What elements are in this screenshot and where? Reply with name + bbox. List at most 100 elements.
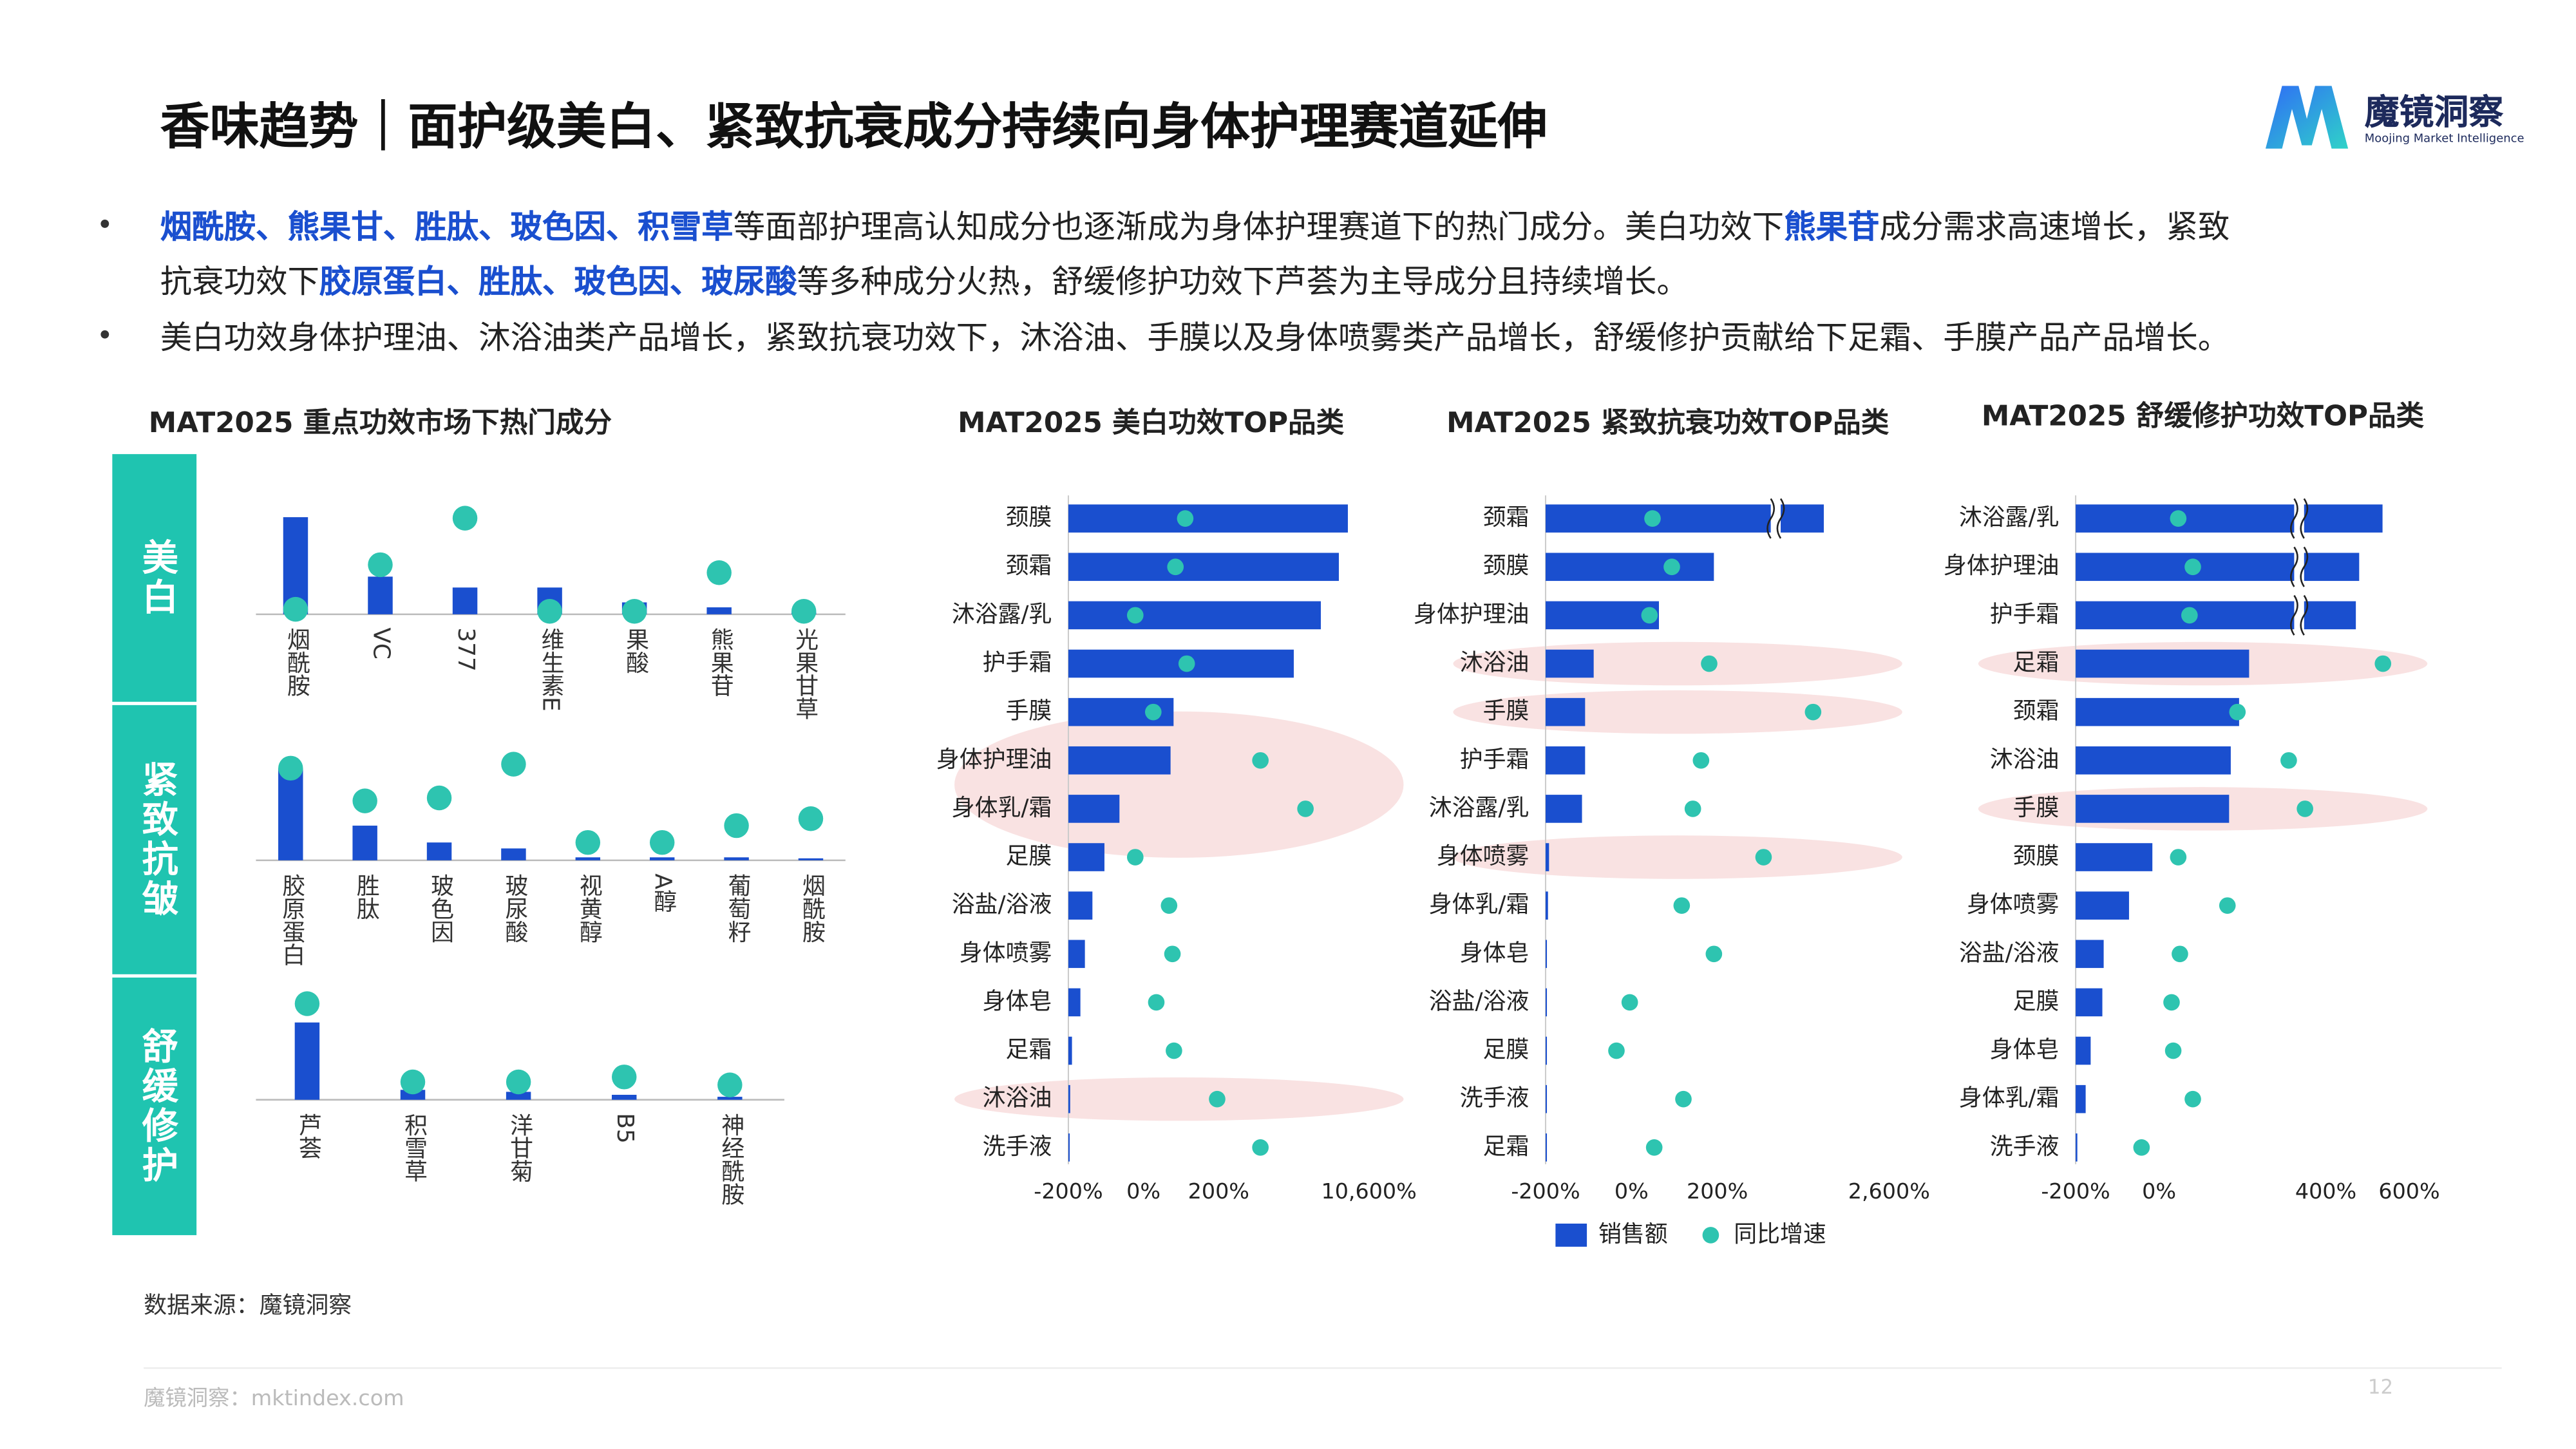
- x-tick-label: -200%: [2041, 1179, 2110, 1204]
- group-band: [112, 705, 197, 974]
- x-tick-label: 10,600%: [1321, 1179, 1416, 1204]
- logo-tagline: Moojing Market Intelligence: [2364, 132, 2524, 146]
- category-label: 足膜: [1006, 843, 1052, 869]
- x-tick-label: 0%: [2142, 1179, 2176, 1204]
- bar: [1545, 553, 1714, 582]
- bar: [1068, 940, 1085, 969]
- highlight: [1453, 835, 1902, 879]
- bullet-mark: [100, 330, 109, 339]
- category-label: 沐浴露/乳: [1429, 795, 1530, 821]
- category-label: 足膜: [1483, 1037, 1530, 1063]
- category-label: 浴盐/浴液: [1429, 988, 1530, 1014]
- dot: [537, 598, 562, 624]
- dot: [1663, 558, 1680, 576]
- highlight: [954, 711, 1404, 858]
- legend-label: 销售额: [1598, 1221, 1668, 1247]
- category-label: 颈膜: [1483, 553, 1530, 579]
- x-tick-label: 200%: [1188, 1179, 1249, 1204]
- category-label: B5: [612, 1113, 638, 1143]
- category-label: 光果甘草: [791, 627, 818, 720]
- axis-break: [2294, 498, 2304, 538]
- category-label: 身体护理油: [1944, 553, 2059, 579]
- dot: [1641, 607, 1658, 624]
- bar: [2076, 940, 2104, 969]
- dot: [649, 829, 675, 855]
- axis-break: [1766, 498, 1785, 539]
- category-label: 护手霜: [1990, 601, 2060, 627]
- dot: [1621, 994, 1638, 1011]
- group-band: [112, 454, 197, 702]
- category-label: 颈霜: [1006, 553, 1052, 579]
- category-label: A醇: [650, 873, 676, 912]
- dot: [1645, 1139, 1663, 1156]
- bar: [2076, 843, 2153, 871]
- bullet-text: 等面部护理高认知成分也逐渐成为身体护理赛道下的热门成分。美白功效下: [733, 208, 1785, 247]
- dot: [1705, 945, 1723, 963]
- category-label: 手膜: [1483, 698, 1530, 724]
- category-label: 身体乳/霜: [952, 795, 1052, 821]
- bar: [1068, 843, 1104, 871]
- page-number: 12: [2367, 1375, 2394, 1399]
- dot: [1701, 655, 1718, 672]
- category-label: 洗手液: [983, 1133, 1052, 1160]
- dot: [452, 506, 478, 531]
- category-label: 浴盐/浴液: [1959, 940, 2060, 966]
- bar: [649, 857, 675, 860]
- bullet-text: 成分需求高速增长，紧致: [1879, 208, 2230, 247]
- category-label: 熊果苷: [707, 627, 734, 697]
- bar: [1545, 601, 1659, 630]
- bar: [352, 826, 377, 860]
- dot: [1144, 703, 1162, 721]
- axis-break: [2290, 498, 2309, 539]
- dot: [2133, 1139, 2150, 1156]
- dot: [2229, 703, 2246, 721]
- category-label: VC: [368, 627, 395, 659]
- bar: [501, 848, 526, 860]
- bullet-line: 烟酰胺、熊果甘、胜肽、玻色因、积雪草等面部护理高认知成分也逐渐成为身体护理赛道下…: [160, 202, 2230, 248]
- bar: [2076, 504, 2383, 533]
- highlight: [954, 1077, 1404, 1121]
- category-label: 身体乳/霜: [1959, 1085, 2060, 1112]
- dot: [1684, 800, 1701, 817]
- category-label: 足霜: [2013, 650, 2060, 676]
- category-label: 洋甘菊: [506, 1113, 533, 1182]
- bar: [2076, 1133, 2078, 1162]
- dot: [2172, 945, 2188, 963]
- category-label: 身体皂: [983, 988, 1052, 1014]
- category-label: 足膜: [2013, 988, 2060, 1014]
- dot: [1252, 752, 1269, 769]
- category-label: 果酸: [622, 627, 649, 674]
- bullet-mark: [100, 220, 109, 228]
- category-label: 烟酰胺: [283, 627, 310, 697]
- category-label: 身体皂: [1990, 1037, 2060, 1063]
- bar: [724, 857, 749, 860]
- dot: [400, 1069, 426, 1095]
- x-tick-label: 0%: [1615, 1179, 1649, 1204]
- dot: [368, 552, 393, 578]
- dot: [1148, 994, 1165, 1011]
- legend-label: 同比增速: [1734, 1221, 1826, 1247]
- bar: [2076, 746, 2231, 775]
- dot: [1160, 897, 1178, 914]
- axis-break: [2294, 547, 2304, 587]
- dot: [2219, 897, 2236, 914]
- bullet-text: 抗衰功效下: [160, 262, 319, 301]
- category-label: 颈霜: [1483, 504, 1530, 531]
- category-label: 足霜: [1006, 1037, 1052, 1063]
- dot: [706, 560, 732, 585]
- dot: [1178, 655, 1195, 672]
- axis-break: [2294, 595, 2304, 636]
- chart-title: MAT2025 舒缓修护功效TOP品类: [1982, 401, 2425, 433]
- dot: [2184, 1090, 2201, 1108]
- footer-rule: [144, 1367, 2502, 1369]
- dot: [352, 788, 377, 813]
- bar: [1068, 1084, 1070, 1113]
- category-label: 颈霜: [2013, 698, 2060, 724]
- bar: [2076, 795, 2230, 823]
- bar: [2076, 697, 2239, 726]
- dot: [2170, 849, 2187, 866]
- bar: [1068, 746, 1171, 775]
- bar: [1545, 1036, 1548, 1065]
